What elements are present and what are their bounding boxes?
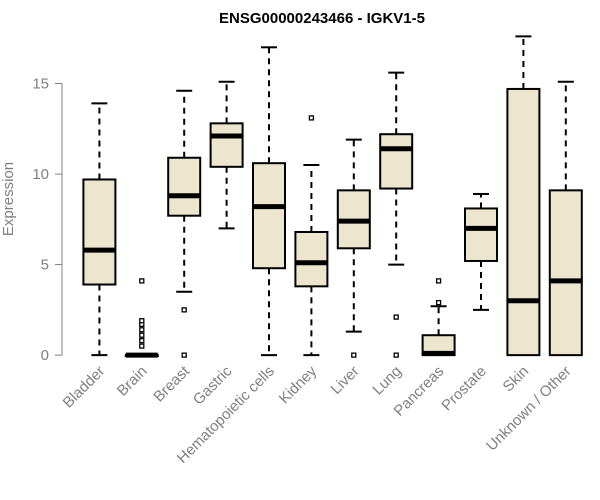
y-axis-label: Expression (0, 162, 17, 236)
x-tick-label: Kidney (276, 362, 321, 407)
x-tick-label: Skin (500, 363, 533, 396)
x-tick-label: Lung (369, 363, 405, 399)
box-gastric (209, 80, 244, 230)
box-rect (548, 189, 583, 357)
outlier-point (181, 352, 187, 358)
box-rect (506, 87, 541, 357)
box-skin (506, 35, 541, 357)
box-pancreas (421, 278, 456, 357)
box-rect (294, 231, 329, 288)
outlier-point (393, 314, 399, 320)
x-tick-label: Breast (150, 362, 193, 405)
outlier-point (139, 278, 145, 284)
box-rect (82, 178, 117, 286)
box-kidney (294, 115, 329, 357)
box-prostate (464, 192, 498, 311)
outlier-point (139, 332, 145, 338)
outlier-point (181, 307, 187, 313)
y-axis: 0 5 10 15 (32, 76, 63, 364)
outlier-point (435, 278, 442, 284)
box-lung (379, 71, 414, 358)
x-tick-label: Prostate (438, 363, 490, 415)
outlier-point (139, 327, 145, 333)
box-rect (209, 122, 244, 168)
outlier-point (139, 337, 145, 344)
box-rect (379, 133, 414, 190)
y-tick-label: 0 (41, 347, 49, 364)
box-unknown-other (548, 80, 583, 357)
box-rect (252, 162, 286, 270)
y-tick-label: 10 (32, 166, 49, 183)
outlier-point (393, 352, 399, 358)
box-bladder (82, 102, 117, 357)
box-hematopoietic-cells (252, 46, 286, 357)
x-tick-label: Brain (114, 363, 151, 400)
outlier-point (351, 352, 357, 358)
outlier-point (139, 343, 145, 349)
chart-title: ENSG00000243466 - IGKV1-5 (219, 10, 425, 27)
y-tick-label: 5 (41, 257, 49, 274)
box-liver (336, 138, 371, 358)
box-rect (167, 156, 202, 217)
outlier-point (139, 318, 145, 324)
boxes-group (82, 35, 583, 358)
x-tick-label: Liver (328, 363, 363, 398)
outlier-point (308, 115, 315, 121)
box-rect (464, 207, 498, 262)
box-breast (167, 89, 202, 358)
y-tick-label: 15 (32, 76, 49, 93)
outlier-point (435, 299, 442, 306)
box-brain (124, 278, 159, 358)
x-tick-label: Bladder (60, 363, 109, 412)
